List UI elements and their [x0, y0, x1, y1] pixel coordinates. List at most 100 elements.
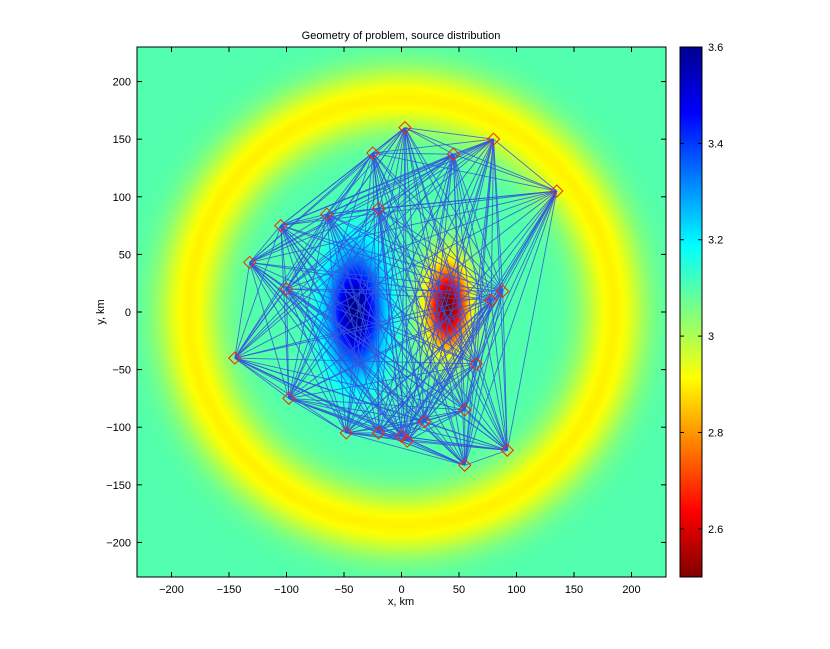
ray-path	[326, 213, 466, 411]
ray-path	[326, 213, 408, 442]
x-axis-ticks: −200 −150 −100 −50 0 50 100 150 200	[159, 47, 641, 596]
ray-path	[234, 357, 347, 434]
ray-path	[286, 288, 492, 301]
station-marker	[486, 132, 501, 146]
colorbar-gradient	[680, 47, 702, 577]
ray-path	[378, 208, 408, 442]
ray-path	[234, 262, 251, 359]
ray-path	[280, 225, 508, 451]
ray-path	[378, 154, 454, 434]
y-tick-label: 0	[125, 307, 131, 319]
ray-path	[286, 138, 494, 290]
y-axis-label: y, km	[95, 299, 107, 324]
ray-path	[424, 421, 508, 451]
ray-path	[372, 152, 492, 301]
ray-path	[401, 435, 508, 451]
station-marker	[458, 458, 472, 472]
x-tick-label: 200	[622, 584, 640, 596]
ray-path	[378, 363, 477, 434]
station-marker	[339, 426, 354, 440]
ray-path	[404, 127, 504, 292]
ray-path	[475, 363, 508, 451]
ray-path	[249, 190, 557, 263]
y-tick-label: 150	[113, 134, 131, 146]
ray-path	[401, 300, 492, 437]
station-marker	[274, 218, 288, 233]
ray-path	[286, 288, 290, 399]
ray-path	[280, 225, 477, 365]
ray-path	[288, 397, 508, 451]
ray-path	[249, 262, 477, 365]
ray-path	[280, 152, 374, 226]
ray-path	[464, 409, 508, 451]
ray-path	[234, 357, 477, 365]
x-tick-label: −50	[335, 584, 354, 596]
ray-path	[404, 127, 557, 192]
ray-path	[490, 139, 494, 301]
ray-path	[401, 291, 504, 437]
y-tick-label: −200	[106, 537, 131, 549]
chart-title: Geometry of problem, source distribution	[302, 30, 501, 42]
ray-path	[378, 432, 465, 466]
ray-path	[249, 225, 282, 263]
ray-path	[249, 262, 408, 442]
ray-path	[288, 397, 465, 411]
station-marker	[446, 147, 460, 161]
ray-path	[286, 207, 379, 290]
ray-path	[452, 154, 492, 301]
ray-path	[372, 152, 454, 155]
colorbar-tick-label: 3.4	[708, 138, 723, 150]
ray-path	[345, 300, 492, 434]
ray-path	[378, 421, 425, 434]
ray-path	[234, 300, 492, 359]
colorbar-tick-label: 3	[708, 331, 714, 343]
ray-path	[490, 300, 508, 451]
y-tick-label: −100	[106, 422, 131, 434]
ray-path	[280, 213, 327, 227]
ray-path	[288, 398, 347, 434]
ray-path	[346, 363, 477, 434]
ray-path	[372, 152, 477, 365]
ray-path	[249, 262, 379, 434]
station-marker	[469, 357, 483, 371]
ray-path	[346, 421, 425, 434]
ray-path	[464, 190, 558, 466]
ray-path	[286, 288, 408, 442]
station-marker	[282, 391, 296, 406]
x-tick-label: −150	[217, 584, 242, 596]
ray-path	[326, 213, 425, 422]
ray-path	[502, 291, 508, 451]
station-marker	[495, 284, 510, 298]
station-marker	[417, 414, 432, 429]
ray-path	[464, 291, 504, 466]
ray-path	[280, 153, 454, 227]
ray-path	[378, 207, 492, 301]
ray-path	[286, 288, 466, 411]
ray-path	[286, 288, 477, 365]
ray-path	[401, 409, 465, 437]
ray-path	[404, 127, 454, 155]
ray-path	[326, 213, 503, 292]
station-marker	[484, 293, 498, 308]
ray-path	[346, 409, 465, 434]
ray-path	[288, 363, 477, 399]
ray-path	[404, 127, 494, 140]
ray-path	[286, 288, 503, 292]
ray-path	[404, 127, 492, 301]
ray-path	[378, 208, 508, 451]
ray-path	[326, 127, 406, 215]
x-tick-label: 0	[398, 584, 404, 596]
ray-path	[406, 139, 494, 442]
ray-path	[326, 153, 454, 215]
y-tick-label: −150	[106, 480, 131, 492]
ray-path	[280, 225, 379, 434]
ray-path	[286, 288, 347, 434]
ray-path	[288, 397, 425, 422]
ray-path	[378, 208, 466, 466]
ray-path	[407, 440, 508, 451]
ray-path	[378, 153, 454, 209]
ray-path	[280, 225, 425, 422]
station-marker	[400, 434, 414, 448]
ray-path	[475, 190, 558, 365]
